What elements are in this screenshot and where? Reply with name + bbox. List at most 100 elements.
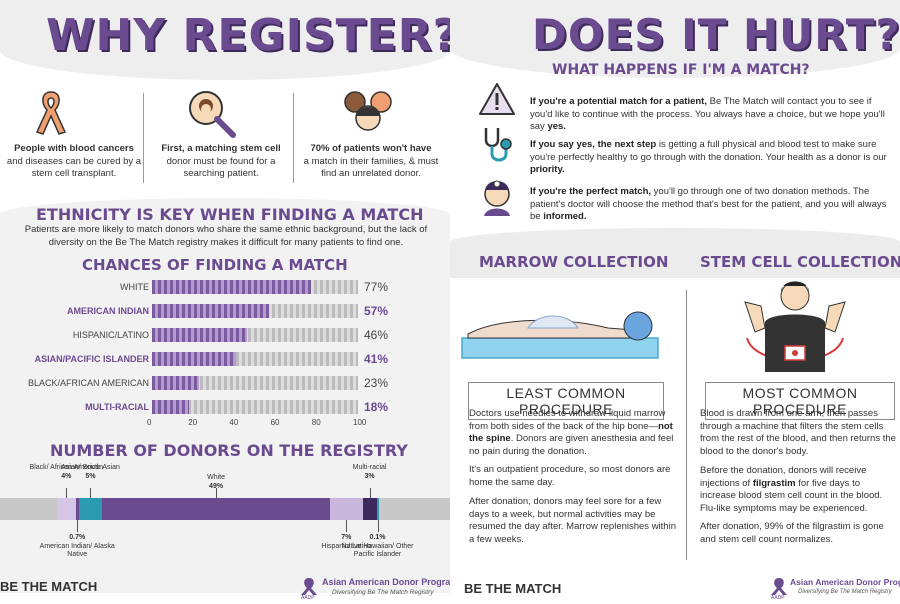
- least-common-box: LEAST COMMON PROCEDURE: [468, 382, 664, 420]
- bar-track: [152, 352, 358, 366]
- bar-value-label: 77%: [364, 280, 389, 294]
- aadp-abbr: AADP: [771, 595, 785, 601]
- marrow-illustration: [461, 311, 659, 359]
- aadp-logo: AADP Asian American Donor Program Divers…: [298, 576, 450, 602]
- donor-segment-label: White 49%: [176, 474, 256, 491]
- reason-family-text: a match in their families, & must find a…: [303, 155, 439, 180]
- step-3-end: informed.: [543, 211, 587, 222]
- leader-line: [377, 520, 379, 532]
- donor-segment: [78, 498, 103, 520]
- x-tick-label: 40: [229, 418, 239, 427]
- bar: [152, 400, 190, 414]
- marrow-p1c: . Donors are given anesthesia and feel n…: [469, 433, 674, 457]
- reason-family-bold: 70% of patients won't have: [310, 143, 432, 154]
- bar: [152, 328, 247, 342]
- stem-heading: STEM CELL COLLECTION: [700, 253, 900, 271]
- be-the-match-logo: BE THE MATCH: [0, 579, 97, 594]
- be-the-match-text: BE THE MATCH: [464, 581, 562, 596]
- bar: [152, 376, 200, 390]
- marrow-heading: MARROW COLLECTION: [479, 253, 669, 271]
- marrow-para-3: After donation, donors may feel sore for…: [469, 496, 676, 545]
- step-1-end: yes.: [547, 121, 566, 132]
- aadp-abbr: AADP: [301, 595, 315, 601]
- stem-para-3: After donation, 99% of the filgrastim is…: [700, 521, 884, 545]
- bar-value-label: 23%: [364, 376, 389, 390]
- bar-label: HISPANIC/LATINO: [72, 330, 149, 340]
- step-1-bold: If you're a potential match for a patien…: [530, 96, 707, 107]
- marrow-para-1: Doctors use needles to withdraw liquid m…: [469, 408, 679, 458]
- leader-line: [216, 488, 218, 498]
- donor-segment-label: 0.7% American Indian/ Alaska Native: [37, 534, 117, 560]
- what-happens-subtitle: WHAT HAPPENS IF I'M A MATCH?: [552, 62, 810, 78]
- leader-line: [66, 488, 68, 498]
- step-3-text: you'll go through one of two donation me…: [530, 186, 887, 222]
- header-wave: [450, 0, 900, 78]
- donor-label-line: White: [207, 474, 226, 481]
- people-icon: [344, 91, 392, 131]
- donor-segment: [362, 498, 377, 520]
- marrow-p1b: not the spine: [469, 420, 673, 445]
- donor-segment: [75, 498, 79, 520]
- reason-cancer: People with blood cancers and diseases ca…: [4, 143, 144, 181]
- column-divider: [686, 290, 687, 560]
- donor-segment-label: 0.1% Native Hawaiian/ Other Pacific Islan…: [338, 534, 418, 560]
- donor-label-line: Black/ African American: [29, 464, 104, 471]
- bar-track: [152, 280, 358, 294]
- does-it-hurt-panel: DOES IT HURT? WHAT HAPPENS IF I'M A MATC…: [450, 0, 900, 604]
- stem-para-2: Before the donation, donors will receive…: [700, 465, 898, 515]
- bar-label: MULTI-RACIAL: [85, 402, 149, 412]
- bar: [152, 280, 311, 294]
- ethnicity-heading: ETHNICITY IS KEY WHEN FINDING A MATCH: [36, 205, 424, 224]
- aadp-ribbon-icon: [771, 578, 787, 595]
- donor-label-line: Hispanic/ Latino: [321, 542, 372, 550]
- leader-line: [369, 488, 371, 498]
- donor-label-line: Asian/ South Asian: [61, 464, 120, 471]
- aadp-tagline: Diversifying Be The Match Registry: [798, 589, 892, 595]
- donor-segment: [102, 498, 331, 520]
- bar-label: WHITE: [120, 282, 149, 292]
- leader-line: [346, 520, 348, 532]
- bar-label: AMERICAN INDIAN: [67, 306, 149, 316]
- donor-label-line: 5%: [85, 472, 96, 480]
- marrow-para-2: It's an outpatient procedure, so most do…: [469, 464, 671, 488]
- bar-value-label: 46%: [364, 328, 389, 342]
- step-1-text: Be The Match will contact you to see if …: [530, 96, 885, 132]
- warning-icon: [479, 83, 515, 115]
- aadp-logo: AADP Asian American Donor Program Divers…: [768, 576, 900, 602]
- step-3-bold: If you're the perfect match,: [530, 186, 652, 197]
- x-tick-label: 100: [353, 418, 367, 427]
- lower-background: [0, 198, 450, 593]
- magnifier-icon: [189, 91, 236, 138]
- bar: [152, 352, 237, 366]
- stethoscope-icon: [484, 128, 512, 162]
- donor-label-line: Native Hawaiian/ Other Pacific Islander: [341, 542, 414, 559]
- step-2-text: is getting a full physical and blood tes…: [530, 139, 887, 163]
- donor-label-line: 4%: [61, 472, 72, 480]
- donor-label-line: American Indian/ Alaska Native: [39, 542, 115, 559]
- donor-segment-label: Black/ African American 4%: [26, 464, 106, 481]
- why-register-title: WHY REGISTER?: [46, 10, 450, 61]
- reasons-row: People with blood cancers and diseases ca…: [0, 88, 450, 198]
- ribbon-icon: [35, 91, 67, 135]
- donor-segment: [376, 498, 379, 520]
- aadp-name: Asian American Donor Program: [790, 577, 900, 587]
- chance-chart: WHITE 77% AMERICAN INDIAN 57% HISPANIC/LATIN…: [0, 280, 450, 430]
- reason-donor: First, a matching stem cell donor must be…: [147, 143, 295, 181]
- bar-value-label: 57%: [364, 304, 389, 318]
- stem-p2c: for five days to increase blood stem cel…: [700, 477, 883, 514]
- doctor-icon: [484, 180, 510, 216]
- reason-family: 70% of patients won't have a match in the…: [297, 143, 445, 181]
- chance-heading: CHANCES OF FINDING A MATCH: [82, 256, 348, 274]
- donor-segment-label: 7% Hispanic/ Latino: [306, 534, 386, 551]
- stem-p2b: filgrastim: [752, 477, 796, 489]
- bar-label: BLACK/AFRICAN AMERICAN: [27, 378, 149, 388]
- donor-label-line: 3%: [364, 472, 375, 480]
- divider: [293, 93, 294, 183]
- aadp-name: Asian American Donor Program: [322, 577, 450, 587]
- donor-chart: Black/ African American 4% 0.7% American In…: [0, 460, 450, 572]
- does-it-hurt-title: DOES IT HURT?: [532, 10, 900, 59]
- stem-para-1: Blood is drawn from one arm, then passes…: [700, 408, 896, 457]
- bar-label: ASIAN/PACIFIC ISLANDER: [34, 354, 149, 364]
- leader-line: [90, 488, 92, 498]
- donor-label-line: 0.1%: [369, 534, 386, 541]
